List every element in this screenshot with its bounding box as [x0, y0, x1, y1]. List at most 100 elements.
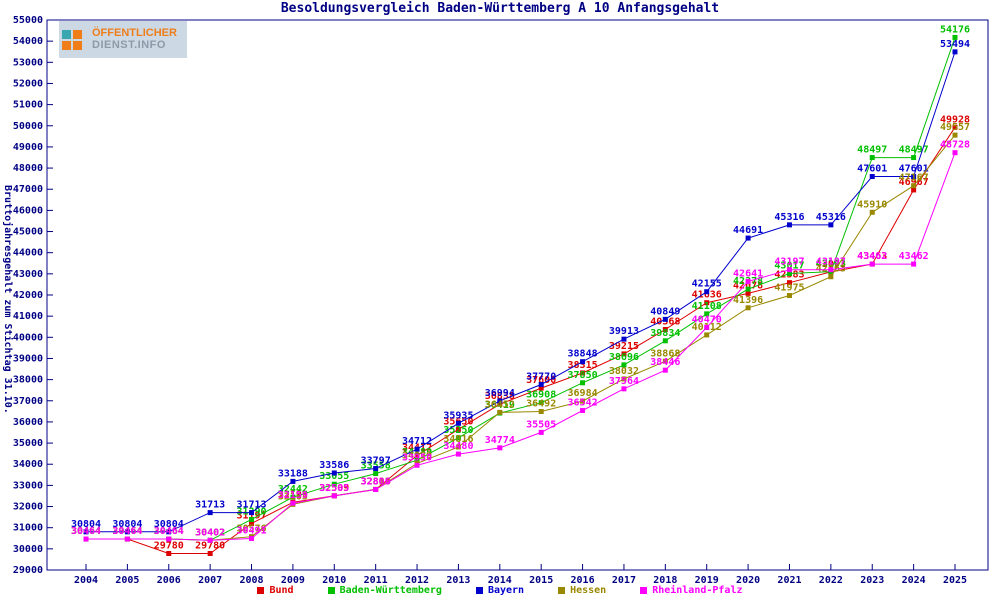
data-point-label: 36994 [485, 388, 515, 399]
data-point-marker [373, 486, 379, 492]
data-point-label: 38696 [609, 352, 639, 363]
data-point-label: 36984 [568, 388, 598, 399]
x-tick-label: 2009 [281, 575, 305, 586]
data-point-marker [786, 293, 792, 299]
data-point-marker [952, 124, 958, 130]
series-line [86, 134, 956, 541]
data-point-label: 36492 [526, 399, 556, 410]
data-point-label: 38315 [568, 360, 598, 371]
data-point-marker [331, 470, 337, 476]
y-axis: 29000 30000 31000 32000 33000 34000 35000 36000… [13, 15, 53, 576]
data-point-label: 41108 [692, 301, 722, 312]
data-point-marker [497, 401, 503, 407]
data-point-label: 49557 [940, 122, 970, 133]
data-point-marker [662, 327, 668, 333]
data-point-label: 47167 [899, 173, 929, 184]
data-point-label: 37850 [568, 370, 598, 381]
data-point-label: 54176 [940, 24, 970, 35]
data-point-label: 30402 [195, 527, 225, 538]
data-point-label: 39215 [609, 341, 639, 352]
data-point-marker [166, 551, 172, 556]
data-point-label: 32442 [278, 484, 308, 495]
data-point-marker [621, 376, 627, 382]
data-point-label: 36419 [485, 400, 515, 411]
data-point-label: 37564 [609, 376, 639, 387]
logo-square-orange [62, 40, 71, 50]
x-tick-label: 2018 [653, 575, 677, 586]
legend-item-rheinland-pfalz: Rheinland-Pfalz [640, 585, 743, 596]
data-point-label: 31713 [236, 500, 266, 511]
data-point-label: 44691 [733, 225, 763, 236]
data-point-marker [869, 155, 875, 161]
data-point-marker [83, 536, 89, 542]
data-point-label: 37770 [526, 371, 556, 382]
data-point-label: 49928 [940, 114, 970, 125]
data-point-marker [331, 493, 337, 499]
y-tick-label: 37000 [13, 396, 43, 407]
data-point-marker [414, 446, 420, 452]
data-point-marker [290, 494, 296, 500]
y-tick-label: 35000 [13, 438, 43, 449]
data-point-marker [538, 409, 544, 415]
data-point-marker [290, 500, 296, 506]
data-point-marker [911, 261, 917, 267]
y-tick-label: 39000 [13, 353, 43, 364]
data-point-label: 42641 [733, 268, 763, 279]
data-point-label: 45910 [857, 199, 887, 210]
data-point-label: 30464 [71, 526, 101, 537]
series-bayern: 30804 30804 30804 31713 31713 33188 33586 33797… [71, 39, 970, 535]
data-point-label: 34712 [402, 436, 432, 447]
data-point-marker [828, 267, 834, 273]
data-point-label: 43463 [857, 251, 887, 262]
y-tick-label: 48000 [13, 163, 43, 174]
x-tick-label: 2017 [612, 575, 636, 586]
data-point-marker [621, 362, 627, 368]
data-point-label: 32806 [361, 476, 391, 487]
data-point-label: 34189 [402, 447, 432, 458]
data-point-label: 30464 [154, 526, 184, 537]
data-point-marker [497, 409, 503, 415]
x-tick-label: 2010 [322, 575, 346, 586]
data-point-marker [331, 481, 337, 487]
logo-square-orange [73, 40, 82, 50]
y-tick-label: 42000 [13, 290, 43, 301]
y-tick-label: 49000 [13, 142, 43, 153]
data-point-marker [786, 280, 792, 286]
chart-title: Besoldungsvergleich Baden-Württemberg A … [280, 1, 720, 16]
data-point-marker [455, 435, 461, 441]
data-point-marker [704, 332, 710, 338]
data-point-label: 35935 [443, 410, 473, 421]
data-point-marker [166, 536, 172, 542]
data-point-label: 32505 [319, 483, 349, 494]
data-point-label: 53494 [940, 39, 970, 50]
logo-square-orange [73, 29, 82, 39]
site-logo: ÖFFENTLICHER DIENST.INFO [59, 21, 187, 58]
data-point-label: 34774 [485, 435, 515, 446]
data-point-label: 37600 [526, 375, 556, 386]
legend-item-bayern: Bayern [475, 585, 524, 596]
data-point-label: 32505 [319, 483, 349, 494]
data-point-marker [745, 286, 751, 292]
y-tick-label: 44000 [13, 248, 43, 259]
data-point-marker [249, 535, 255, 541]
data-point-label: 32105 [278, 491, 308, 502]
y-tick-label: 29000 [13, 565, 43, 576]
data-point-label: 45316 [816, 212, 846, 223]
data-point-label: 43197 [816, 257, 846, 268]
data-point-marker [207, 537, 213, 543]
data-point-label: 42155 [692, 279, 722, 290]
data-point-marker [455, 444, 461, 450]
y-tick-label: 36000 [13, 417, 43, 428]
data-point-marker [911, 155, 917, 161]
data-point-label: 33586 [319, 460, 349, 471]
data-point-marker [704, 324, 710, 330]
data-point-marker [745, 235, 751, 241]
data-point-label: 36908 [526, 390, 556, 401]
data-point-marker [745, 305, 751, 311]
y-tick-label: 54000 [13, 36, 43, 47]
data-point-label: 40470 [692, 314, 722, 325]
legend-label: Bund [269, 584, 294, 596]
data-point-marker [662, 316, 668, 322]
data-point-marker [911, 183, 917, 189]
